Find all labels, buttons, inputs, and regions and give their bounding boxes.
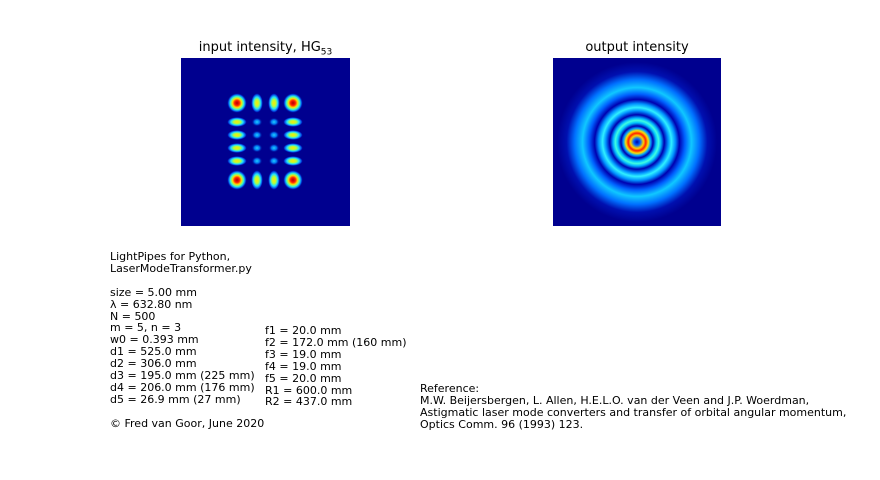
parameter-line: © Fred van Goor, June 2020 [110, 416, 265, 430]
parameter-line: LightPipes for Python, [110, 250, 231, 263]
parameter-line: f5 = 20.0 mm [265, 371, 342, 385]
output-intensity-image [553, 58, 721, 226]
input-intensity-spot [283, 170, 303, 190]
parameter-line: w0 = 0.393 mm [110, 333, 199, 347]
parameter-line: d1 = 525.0 mm [110, 345, 197, 359]
parameter-line [110, 406, 264, 418]
input-intensity-spot [283, 93, 303, 113]
input-intensity-title: input intensity, HG53 [181, 40, 350, 58]
output-intensity-plot [553, 58, 721, 226]
input-intensity-spot [268, 93, 280, 113]
input-intensity-spot [227, 143, 247, 153]
parameter-line: d5 = 26.9 mm (27 mm) [110, 392, 241, 406]
input-intensity-spot [268, 156, 280, 166]
parameter-line: LaserModeTransformer.py [110, 261, 252, 275]
parameter-line [110, 275, 264, 287]
input-intensity-spot [251, 93, 263, 113]
output-intensity-title: output intensity [553, 40, 721, 55]
input-title-subscript: 53 [320, 47, 333, 58]
input-intensity-spot [227, 93, 247, 113]
parameter-line: N = 500 [110, 309, 156, 323]
parameter-line: f2 = 172.0 mm (160 mm) [265, 335, 407, 349]
input-intensity-spot [251, 117, 263, 127]
output-ring-pattern [557, 62, 717, 222]
parameter-line: R2 = 437.0 mm [265, 395, 353, 409]
parameter-line: d3 = 195.0 mm (225 mm) [110, 369, 255, 383]
input-intensity-image [181, 58, 350, 226]
reference-line: Astigmatic laser mode converters and tra… [420, 405, 847, 419]
reference-line: M.W. Beijersbergen, L. Allen, H.E.L.O. v… [420, 393, 810, 407]
parameter-line: d4 = 206.0 mm (176 mm) [110, 380, 255, 394]
input-intensity-spot [268, 130, 280, 140]
reference-line: Optics Comm. 96 (1993) 123. [420, 417, 584, 431]
parameter-line: f3 = 19.0 mm [265, 347, 342, 361]
input-background [181, 58, 350, 226]
input-intensity-spot [283, 143, 303, 153]
parameter-line: size = 5.00 mm [110, 285, 197, 299]
input-intensity-plot [181, 58, 350, 226]
reference-block: Reference: M.W. Beijersbergen, L. Allen, … [420, 383, 846, 431]
parameter-line: d2 = 306.0 mm [110, 357, 197, 371]
parameters-right: f1 = 20.0 mm f2 = 172.0 mm (160 mm) f3 = 1… [265, 325, 407, 408]
reference-line: Reference: [420, 382, 480, 395]
input-intensity-spot [283, 130, 303, 140]
parameters-left: LightPipes for Python, LaserModeTransform… [110, 251, 264, 430]
input-intensity-spot [227, 170, 247, 190]
output-title-text: output intensity [585, 40, 689, 55]
parameter-line: m = 5, n = 3 [110, 321, 182, 335]
input-intensity-spot [251, 130, 263, 140]
input-intensity-spot [251, 156, 263, 166]
input-intensity-spot [227, 156, 247, 166]
parameter-line: R1 = 600.0 mm [265, 383, 353, 397]
input-intensity-spot [268, 117, 280, 127]
input-title-text: input intensity, HG [198, 40, 321, 55]
input-intensity-spot [227, 130, 247, 140]
parameter-line: λ = 632.80 nm [110, 297, 193, 311]
input-intensity-spot [283, 117, 303, 127]
input-intensity-spot [227, 117, 247, 127]
parameter-line: f1 = 20.0 mm [265, 324, 342, 337]
parameter-line: f4 = 19.0 mm [265, 359, 342, 373]
input-intensity-spot [268, 143, 280, 153]
input-intensity-spot [251, 143, 263, 153]
input-spot-grid [227, 93, 303, 190]
input-intensity-spot [251, 170, 263, 190]
input-intensity-spot [268, 170, 280, 190]
input-intensity-spot [283, 156, 303, 166]
